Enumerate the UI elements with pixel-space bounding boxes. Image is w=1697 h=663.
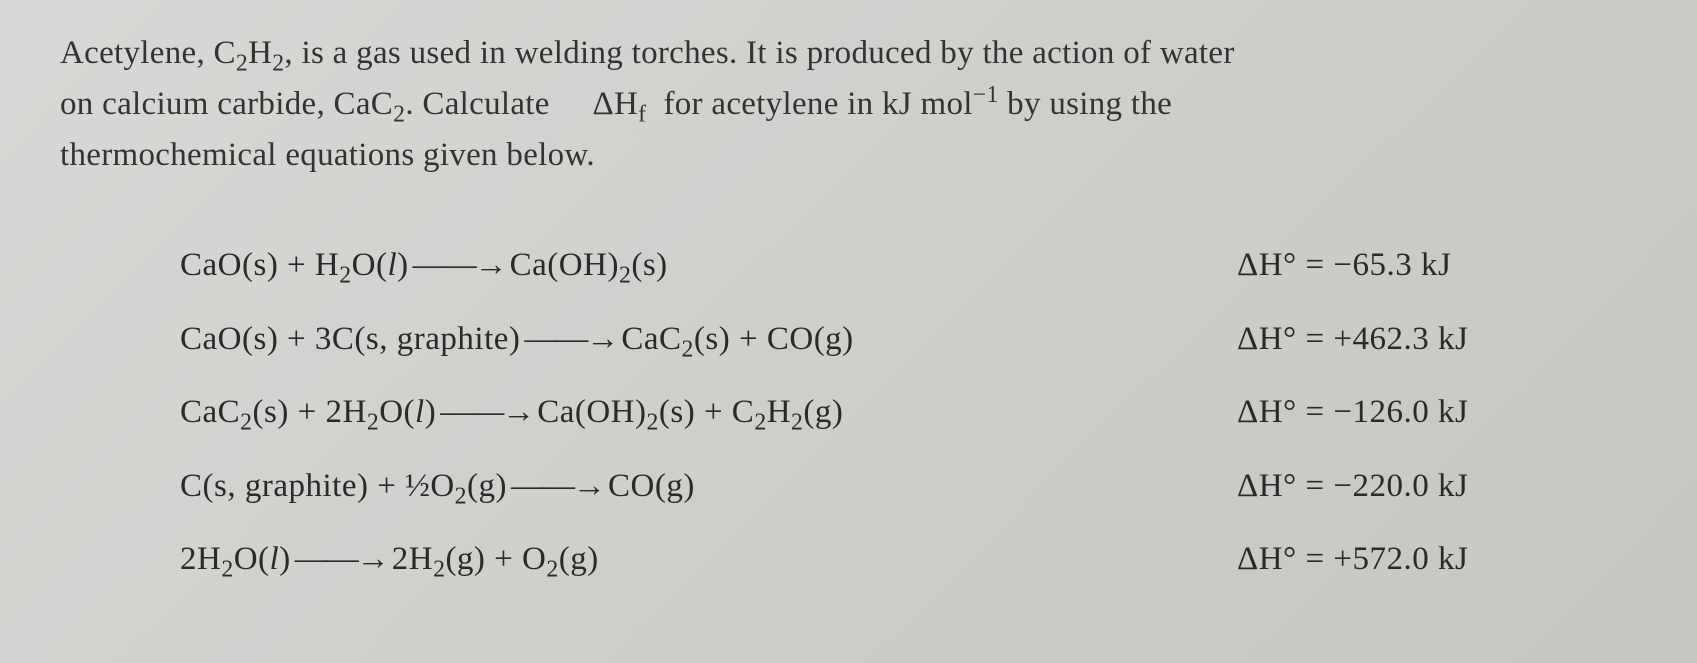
enthalpy-4: ΔH° = −220.0 kJ (1237, 462, 1577, 512)
enthalpy-1: ΔH° = −65.3 kJ (1237, 241, 1577, 291)
reaction-3: CaC2(s) + 2H2O(l) ——→ Ca(OH)2(s) + C2H2(… (180, 388, 1237, 438)
equation-row-3: CaC2(s) + 2H2O(l) ——→ Ca(OH)2(s) + C2H2(… (180, 388, 1577, 438)
equations-list: CaO(s) + H2O(l) ——→ Ca(OH)2(s) ΔH° = −65… (60, 241, 1637, 585)
enthalpy-3: ΔH° = −126.0 kJ (1237, 388, 1577, 438)
problem-line-3: thermochemical equations given below. (60, 137, 595, 173)
reaction-4: C(s, graphite) + ½O2(g) ——→ CO(g) (180, 462, 1237, 512)
enthalpy-value-5: +572.0 kJ (1333, 541, 1468, 577)
enthalpy-value-2: +462.3 kJ (1333, 321, 1468, 357)
equation-row-4: C(s, graphite) + ½O2(g) ——→ CO(g) ΔH° = … (180, 462, 1577, 512)
problem-line-2: on calcium carbide, CaC2. Calculate ΔHf … (60, 86, 1172, 122)
enthalpy-value-4: −220.0 kJ (1333, 468, 1468, 504)
reaction-2: CaO(s) + 3C(s, graphite) ——→ CaC2(s) + C… (180, 315, 1237, 365)
reaction-1: CaO(s) + H2O(l) ——→ Ca(OH)2(s) (180, 241, 1237, 291)
enthalpy-value-3: −126.0 kJ (1333, 394, 1468, 430)
enthalpy-value-1: −65.3 kJ (1333, 247, 1451, 283)
equation-row-5: 2H2O(l) ——→ 2H2(g) + O2(g) ΔH° = +572.0 … (180, 535, 1577, 585)
equation-row-2: CaO(s) + 3C(s, graphite) ——→ CaC2(s) + C… (180, 315, 1577, 365)
reaction-5: 2H2O(l) ——→ 2H2(g) + O2(g) (180, 535, 1237, 585)
problem-statement: Acetylene, C2H2, is a gas used in weldin… (60, 28, 1637, 181)
equation-row-1: CaO(s) + H2O(l) ——→ Ca(OH)2(s) ΔH° = −65… (180, 241, 1577, 291)
problem-line-1: Acetylene, C2H2, is a gas used in weldin… (60, 35, 1235, 71)
enthalpy-2: ΔH° = +462.3 kJ (1237, 315, 1577, 365)
enthalpy-5: ΔH° = +572.0 kJ (1237, 535, 1577, 585)
